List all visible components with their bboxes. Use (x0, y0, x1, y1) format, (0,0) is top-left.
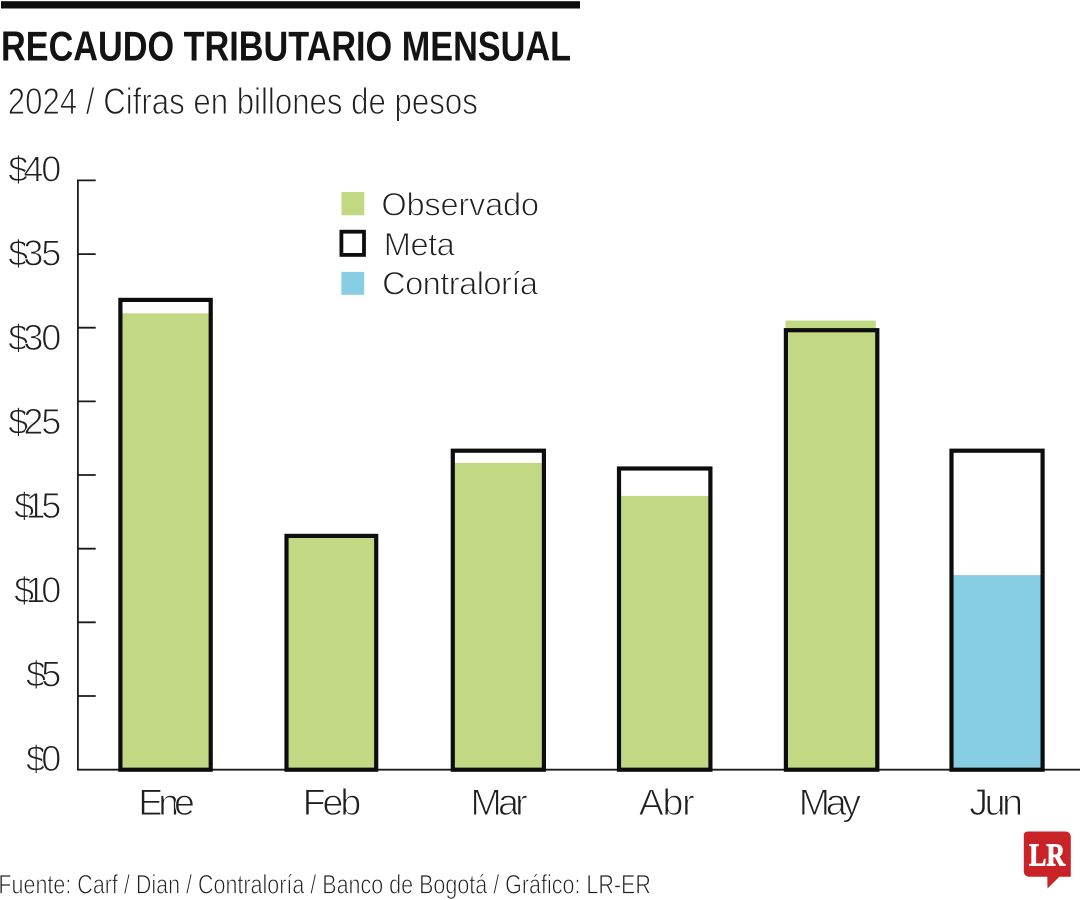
svg-text:Ene: Ene (138, 781, 195, 823)
svg-text:1: 1 (26, 570, 46, 611)
svg-text:5: 5 (41, 485, 61, 526)
svg-text:5: 5 (41, 654, 61, 695)
svg-text:4: 4 (23, 148, 43, 189)
svg-text:$: $ (26, 738, 46, 779)
svg-text:2: 2 (23, 401, 43, 442)
svg-text:LR: LR (1029, 837, 1066, 872)
svg-text:0: 0 (41, 738, 61, 779)
svg-text:$: $ (8, 401, 28, 442)
svg-text:Fuente: Carf / Dian / Contralo: Fuente: Carf / Dian / Contraloría / Banc… (0, 870, 651, 900)
svg-text:Feb: Feb (303, 781, 362, 823)
svg-text:Mar: Mar (471, 781, 528, 823)
svg-text:$: $ (8, 148, 28, 189)
svg-text:5: 5 (41, 401, 61, 442)
svg-text:Meta: Meta (384, 226, 456, 263)
svg-text:0: 0 (41, 148, 61, 189)
svg-text:Contraloría: Contraloría (382, 265, 539, 302)
svg-text:5: 5 (41, 233, 61, 274)
svg-text:$: $ (14, 485, 34, 526)
svg-text:0: 0 (41, 317, 61, 358)
svg-text:Observado: Observado (381, 186, 539, 223)
svg-text:$: $ (8, 317, 28, 358)
svg-text:May: May (799, 781, 862, 823)
svg-text:0: 0 (41, 570, 61, 611)
svg-text:1: 1 (26, 485, 46, 526)
svg-text:$: $ (26, 654, 46, 695)
svg-text:RECAUDO TRIBUTARIO MENSUAL: RECAUDO TRIBUTARIO MENSUAL (1, 22, 571, 69)
svg-text:3: 3 (23, 317, 43, 358)
svg-text:Abr: Abr (639, 781, 695, 823)
svg-text:Jun: Jun (969, 781, 1023, 823)
svg-text:3: 3 (23, 233, 43, 274)
svg-text:2024 / Cifras en billones de p: 2024 / Cifras en billones de pesos (8, 80, 478, 122)
svg-text:$: $ (14, 570, 34, 611)
svg-text:$: $ (8, 233, 28, 274)
